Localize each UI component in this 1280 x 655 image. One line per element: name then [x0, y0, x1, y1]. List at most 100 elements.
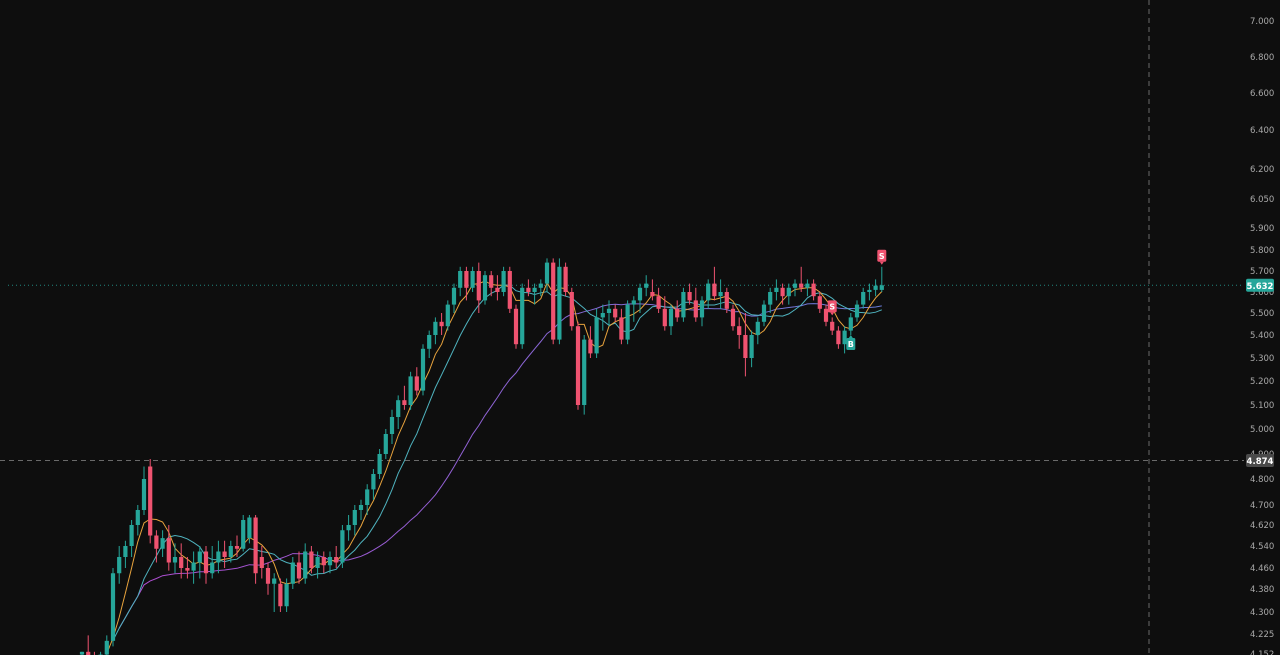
candle[interactable] — [228, 540, 233, 563]
candle[interactable] — [458, 266, 463, 297]
candle[interactable] — [768, 287, 773, 313]
candle[interactable] — [724, 287, 729, 313]
candle[interactable] — [830, 317, 835, 335]
candle[interactable] — [730, 304, 736, 331]
candle[interactable] — [272, 573, 277, 612]
candle[interactable] — [402, 385, 407, 410]
candle[interactable] — [489, 271, 494, 297]
candle[interactable] — [799, 266, 804, 292]
candle[interactable] — [123, 540, 128, 568]
candle[interactable] — [786, 283, 791, 305]
candle[interactable] — [507, 266, 512, 313]
candle[interactable] — [185, 557, 190, 579]
candle[interactable] — [743, 313, 748, 377]
candle[interactable] — [817, 292, 822, 313]
candle[interactable] — [427, 330, 432, 358]
candle[interactable] — [110, 568, 116, 647]
candle[interactable] — [365, 484, 370, 515]
candle[interactable] — [861, 287, 866, 309]
candle[interactable] — [718, 279, 723, 309]
candle[interactable] — [166, 525, 171, 571]
candle[interactable] — [569, 287, 574, 331]
candle[interactable] — [495, 275, 500, 301]
candle[interactable] — [662, 296, 667, 331]
candle[interactable] — [854, 300, 860, 322]
candle[interactable] — [631, 296, 636, 322]
candle[interactable] — [445, 300, 450, 331]
candle[interactable] — [172, 543, 178, 574]
candle[interactable] — [823, 304, 829, 327]
candle[interactable] — [805, 279, 810, 297]
candle[interactable] — [284, 578, 289, 613]
candle[interactable] — [278, 578, 283, 613]
trade-signals[interactable]: S B S — [827, 249, 887, 350]
candle[interactable] — [253, 515, 258, 584]
candle[interactable] — [104, 635, 109, 655]
candle[interactable] — [259, 546, 264, 579]
candle[interactable] — [693, 287, 698, 322]
candle[interactable] — [520, 283, 525, 349]
candle[interactable] — [538, 279, 543, 297]
candle[interactable] — [86, 635, 91, 655]
candle[interactable] — [563, 262, 568, 297]
candle[interactable] — [414, 367, 419, 396]
candle[interactable] — [129, 520, 134, 557]
candle[interactable] — [408, 371, 413, 410]
candle[interactable] — [675, 300, 680, 322]
candle[interactable] — [334, 546, 339, 568]
candle[interactable] — [619, 308, 624, 345]
candle[interactable] — [737, 317, 742, 349]
candle[interactable] — [451, 283, 457, 313]
candle[interactable] — [879, 266, 884, 292]
buy-signal-marker[interactable]: B — [846, 335, 856, 350]
candle[interactable] — [532, 283, 537, 305]
candle[interactable] — [377, 449, 382, 479]
candle[interactable] — [197, 546, 202, 579]
candle[interactable] — [836, 326, 841, 349]
candle[interactable] — [234, 535, 240, 558]
candle[interactable] — [117, 546, 122, 584]
candle[interactable] — [296, 551, 302, 584]
candle[interactable] — [420, 344, 426, 396]
candle[interactable] — [557, 258, 562, 345]
candle[interactable] — [470, 266, 475, 292]
candle[interactable] — [848, 313, 853, 335]
candle[interactable] — [712, 266, 717, 301]
candle[interactable] — [464, 266, 469, 301]
candle[interactable] — [873, 279, 878, 297]
candle[interactable] — [476, 262, 481, 313]
candle[interactable] — [135, 505, 140, 536]
candle[interactable] — [482, 271, 488, 305]
candle[interactable] — [358, 499, 364, 520]
candle[interactable] — [526, 279, 531, 297]
candle[interactable] — [309, 546, 314, 574]
candle[interactable] — [792, 279, 798, 297]
candle[interactable] — [625, 300, 630, 345]
candle[interactable] — [780, 283, 785, 305]
candle[interactable] — [241, 515, 246, 552]
candle[interactable] — [706, 279, 711, 309]
candle[interactable] — [582, 335, 587, 415]
candle[interactable] — [154, 530, 159, 563]
candle[interactable] — [774, 279, 779, 301]
candle[interactable] — [699, 296, 705, 327]
candle[interactable] — [600, 304, 605, 331]
sell-signal-marker[interactable]: S — [877, 249, 887, 265]
candle[interactable] — [265, 562, 271, 595]
candle[interactable] — [340, 525, 345, 568]
candle[interactable] — [148, 459, 153, 544]
candle[interactable] — [681, 287, 686, 322]
candle[interactable] — [613, 304, 618, 322]
candle[interactable] — [203, 546, 209, 584]
candle[interactable] — [141, 466, 147, 516]
candle[interactable] — [867, 283, 872, 301]
candle[interactable] — [501, 266, 506, 297]
candle[interactable] — [396, 395, 401, 429]
candle[interactable] — [650, 279, 655, 301]
candle[interactable] — [668, 304, 674, 335]
candle[interactable] — [842, 326, 847, 354]
candle[interactable] — [327, 551, 333, 574]
candle[interactable] — [811, 279, 816, 301]
candle[interactable] — [247, 515, 252, 544]
